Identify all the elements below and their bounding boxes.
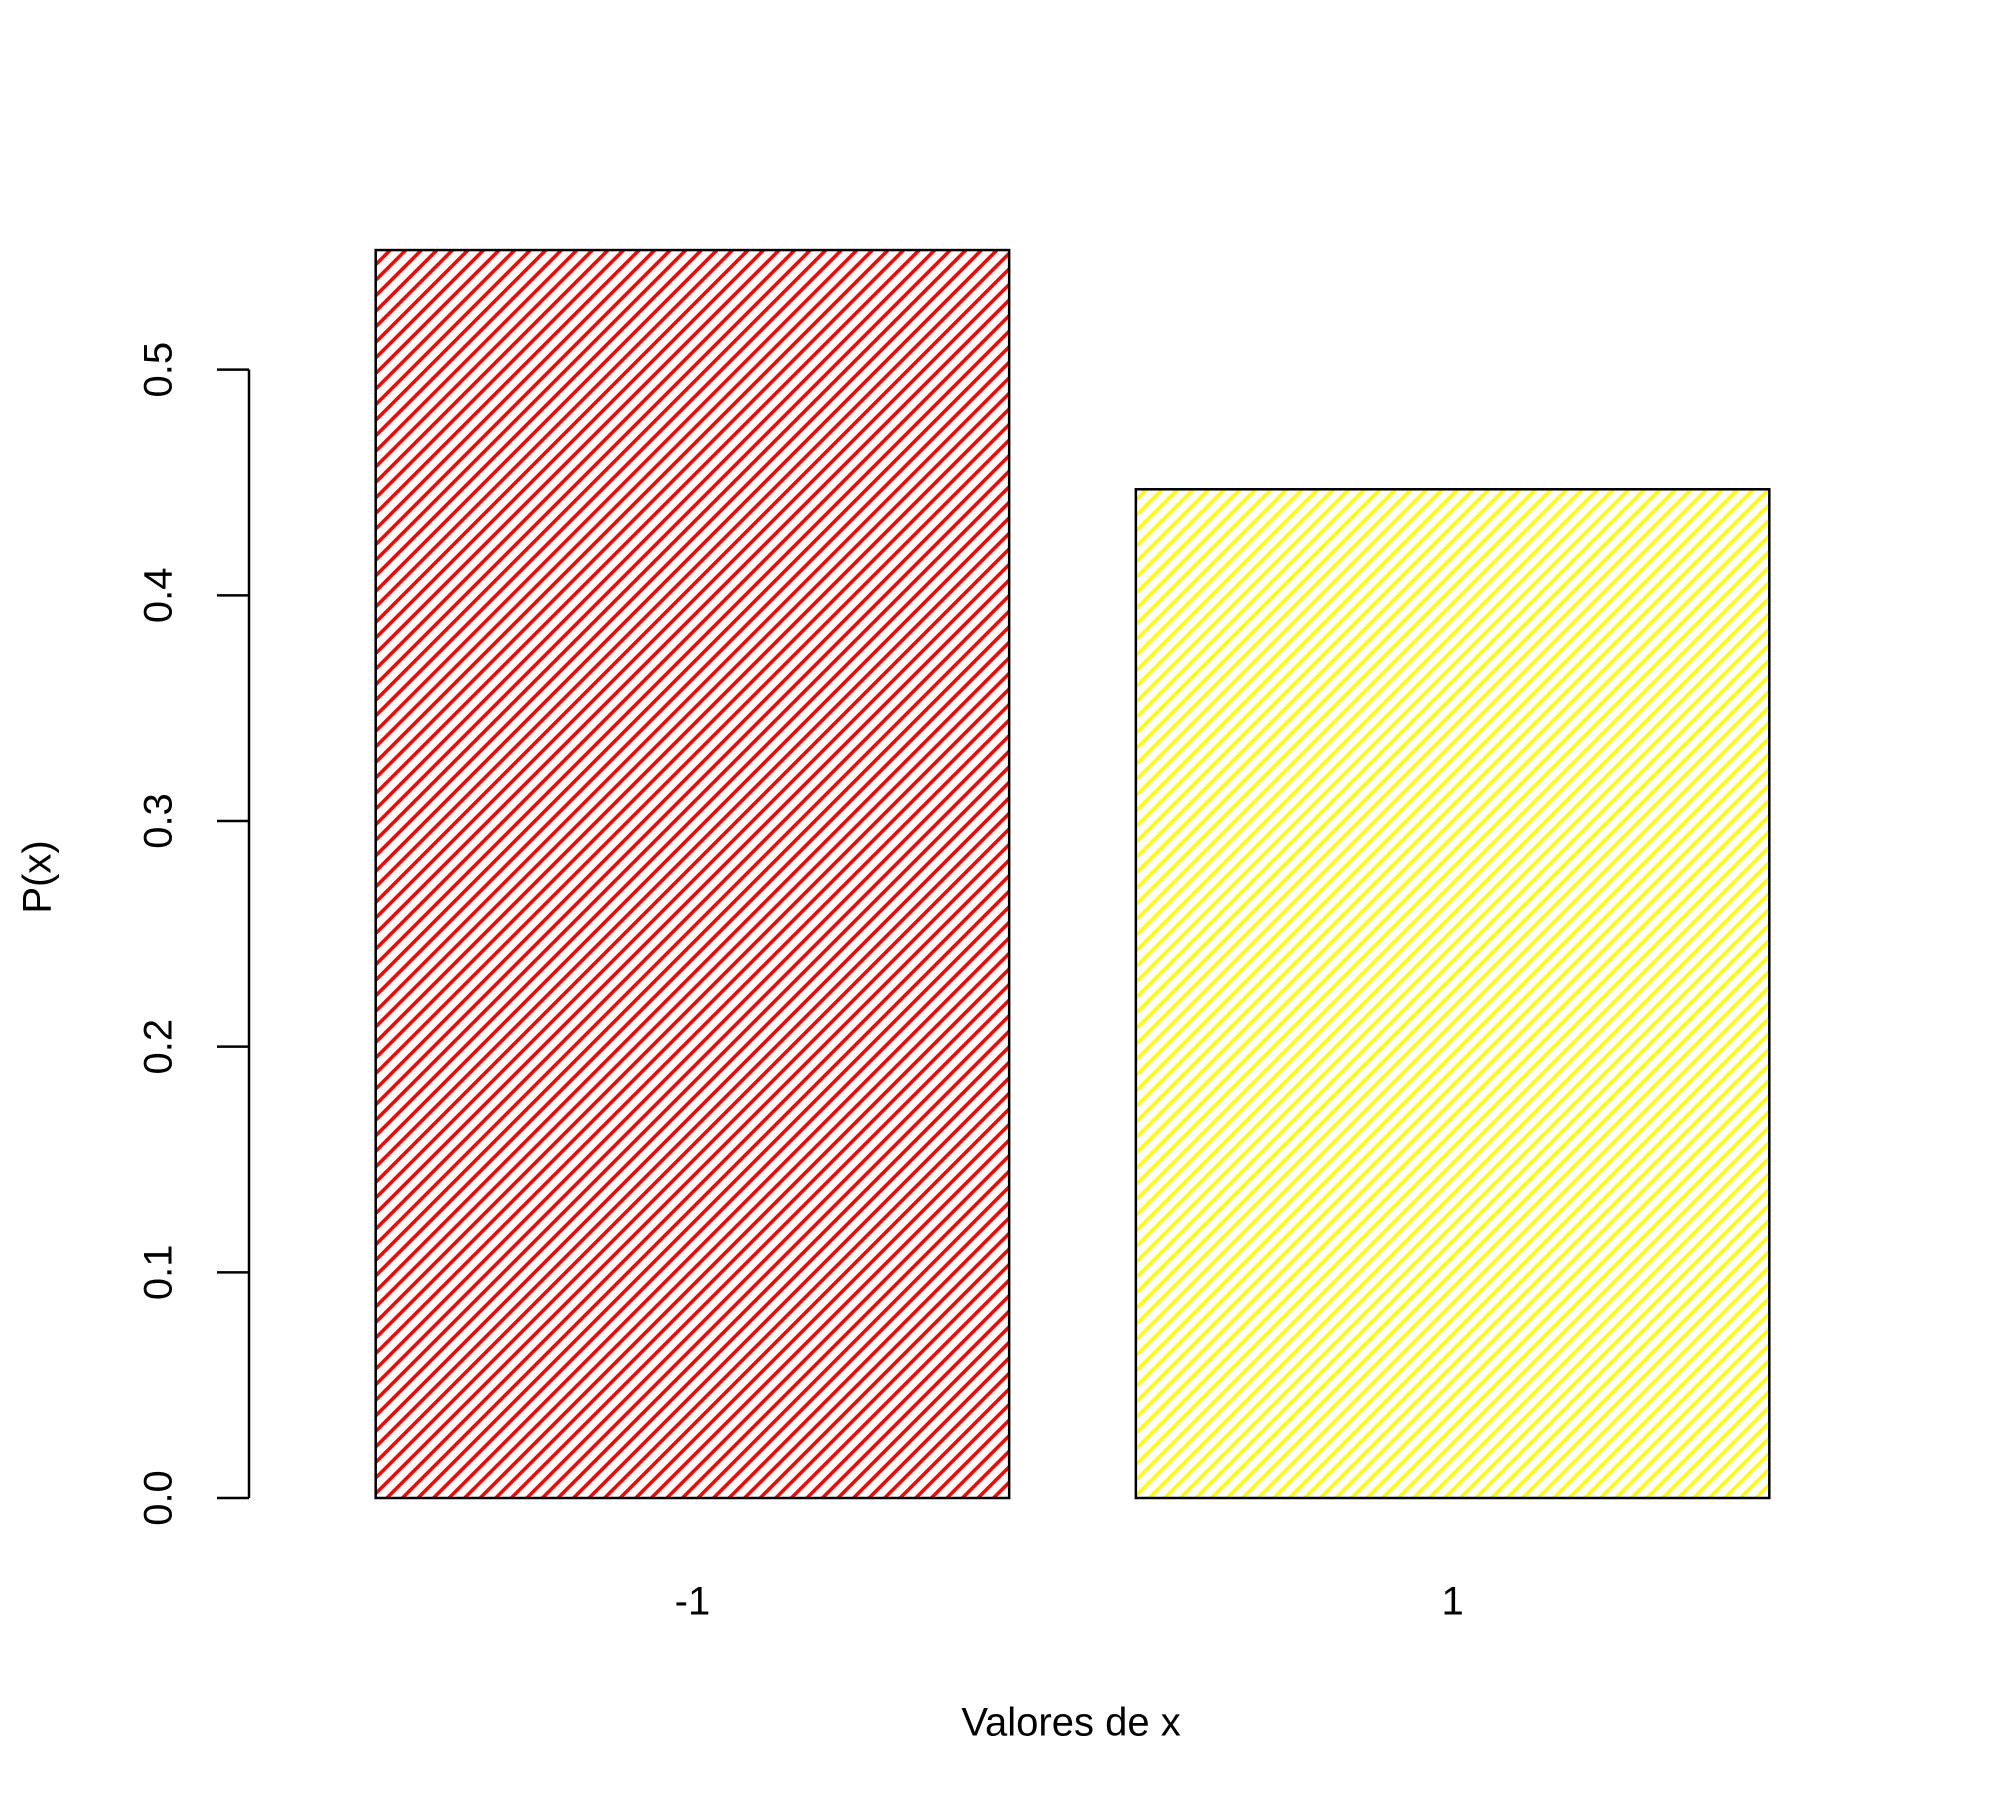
x-tick-label: 1 bbox=[1441, 1580, 1463, 1624]
y-axis-label: P(x) bbox=[16, 840, 60, 913]
y-tick-label: 0.3 bbox=[137, 793, 181, 849]
y-tick-label: 0.1 bbox=[137, 1245, 181, 1301]
x-axis-label: Valores de x bbox=[961, 1701, 1180, 1745]
y-tick-label: 0.0 bbox=[137, 1470, 181, 1526]
bar bbox=[1134, 488, 1771, 1500]
x-tick-label: -1 bbox=[675, 1580, 711, 1624]
bar bbox=[374, 248, 1011, 1500]
y-tick-label: 0.5 bbox=[137, 342, 181, 398]
y-tick-label: 0.4 bbox=[137, 568, 181, 624]
y-tick-label: 0.2 bbox=[137, 1019, 181, 1075]
